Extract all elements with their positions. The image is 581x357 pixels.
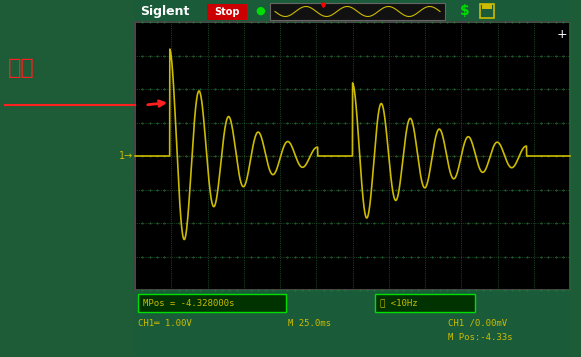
Bar xyxy=(138,294,286,312)
Text: $: $ xyxy=(460,4,470,18)
Text: 1→: 1→ xyxy=(119,151,133,161)
Bar xyxy=(482,4,492,9)
Text: Stop: Stop xyxy=(214,7,240,17)
Bar xyxy=(375,294,475,312)
Text: +: + xyxy=(557,27,567,40)
Bar xyxy=(207,4,247,20)
Text: 涌流: 涌流 xyxy=(8,58,35,78)
Bar xyxy=(135,0,570,22)
Text: ① <10Hz: ① <10Hz xyxy=(380,298,418,307)
Text: CH1 /0.00mV: CH1 /0.00mV xyxy=(448,318,507,327)
Text: M 25.0ms: M 25.0ms xyxy=(288,318,331,327)
Bar xyxy=(480,4,494,18)
Bar xyxy=(135,22,570,290)
Text: Siglent: Siglent xyxy=(140,5,189,17)
Bar xyxy=(135,290,570,357)
Text: ●: ● xyxy=(255,6,265,16)
Text: MPos = -4.328000s: MPos = -4.328000s xyxy=(143,298,234,307)
Bar xyxy=(270,3,445,20)
Text: CH1═ 1.00V: CH1═ 1.00V xyxy=(138,318,192,327)
Bar xyxy=(570,0,581,357)
Text: M Pos:-4.33s: M Pos:-4.33s xyxy=(448,332,512,342)
